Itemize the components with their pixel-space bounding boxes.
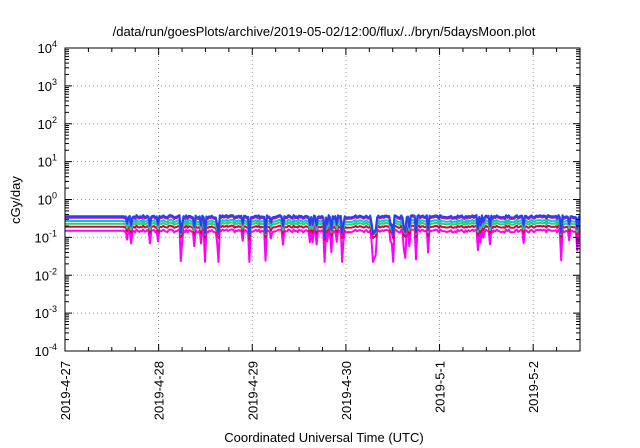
x-tick-label: 2019-5-2 xyxy=(526,361,541,413)
y-tick-label: 104 xyxy=(38,39,57,56)
y-axis-label: cGy/day xyxy=(8,176,23,224)
chart-title: /data/run/goesPlots/archive/2019-05-02/1… xyxy=(113,24,536,39)
series-line xyxy=(65,214,581,238)
grid xyxy=(65,48,580,351)
x-tick-label: 2019-4-30 xyxy=(339,361,354,420)
series-line xyxy=(65,221,581,238)
x-axis: 2019-4-27 2019-4-28 2019-4-29 2019-4-30 2019… xyxy=(58,48,558,420)
y-tick-label: 102 xyxy=(38,115,57,132)
x-tick-label: 2019-4-27 xyxy=(58,361,73,420)
x-tick-label: 2019-4-29 xyxy=(245,361,260,420)
x-tick-label: 2019-4-28 xyxy=(152,361,167,420)
y-tick-label: 100 xyxy=(38,191,57,208)
y-axis: 10-4 10-3 10-2 10-1 100 101 102 103 104 xyxy=(35,39,580,359)
y-tick-label: 10-1 xyxy=(35,228,57,245)
x-tick-label: 2019-5-1 xyxy=(433,361,448,413)
series-line xyxy=(65,228,581,263)
y-tick-label: 10-4 xyxy=(35,342,57,359)
y-tick-label: 101 xyxy=(38,153,57,170)
series-line xyxy=(65,224,581,241)
y-tick-label: 10-2 xyxy=(35,266,57,283)
x-axis-label: Coordinated Universal Time (UTC) xyxy=(224,430,423,445)
series-line xyxy=(65,218,581,238)
y-tick-label: 10-3 xyxy=(35,304,57,321)
series-group xyxy=(65,214,581,263)
y-tick-label: 103 xyxy=(38,77,57,94)
series-line xyxy=(65,215,581,239)
plot-frame xyxy=(64,47,581,352)
